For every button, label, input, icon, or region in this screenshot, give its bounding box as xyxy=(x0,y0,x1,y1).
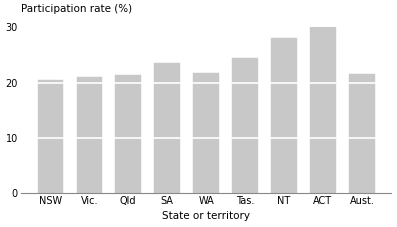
Bar xyxy=(38,80,63,193)
Bar xyxy=(232,58,258,193)
Bar xyxy=(310,27,335,193)
Bar xyxy=(193,73,219,193)
Bar xyxy=(77,77,102,193)
Bar xyxy=(154,63,180,193)
Bar xyxy=(116,75,141,193)
X-axis label: State or territory: State or territory xyxy=(162,211,250,222)
Bar xyxy=(271,38,297,193)
Bar xyxy=(349,74,375,193)
Text: Participation rate (%): Participation rate (%) xyxy=(21,4,132,14)
